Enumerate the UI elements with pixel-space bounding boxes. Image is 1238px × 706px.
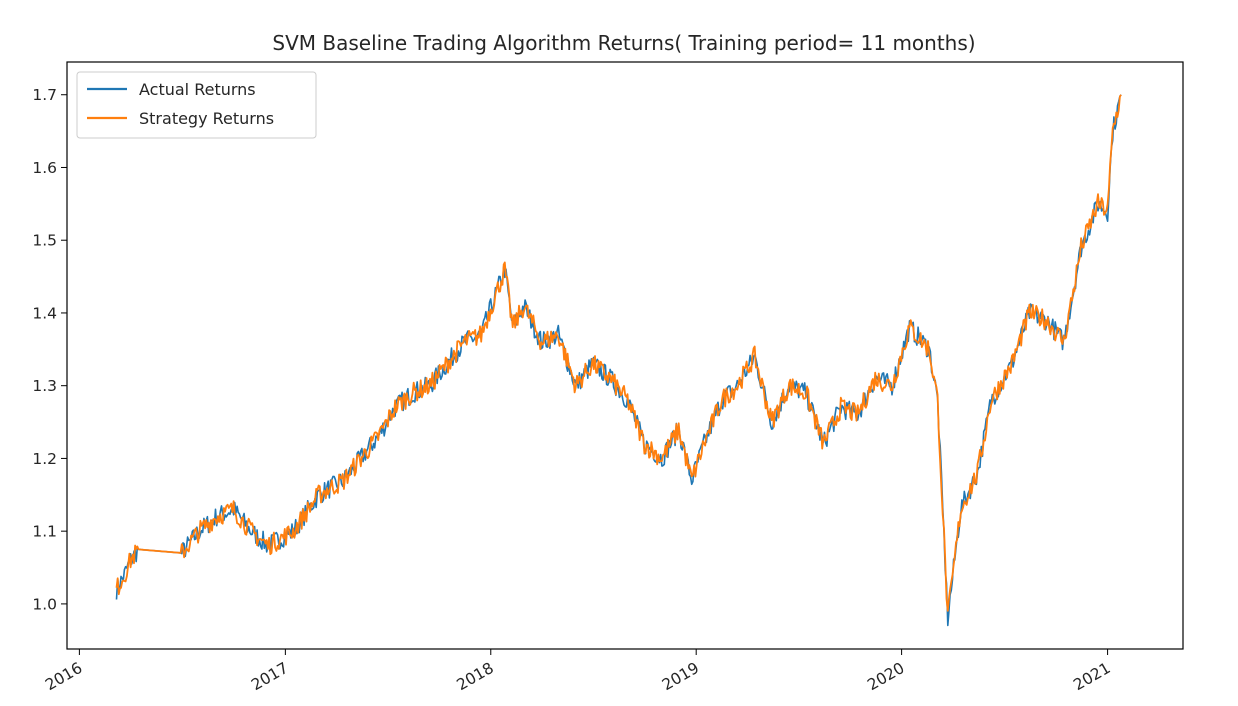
x-tick-label: 2018 <box>454 659 497 694</box>
x-tick-label: 2021 <box>1070 659 1113 694</box>
y-tick-label: 1.4 <box>32 304 57 322</box>
y-tick-label: 1.0 <box>32 595 57 613</box>
x-tick-label: 2017 <box>248 659 291 694</box>
y-tick-label: 1.6 <box>32 159 57 177</box>
legend-label-actual-returns: Actual Returns <box>139 80 256 99</box>
series-line-strategy-returns <box>115 94 1122 612</box>
y-tick-label: 1.2 <box>32 450 57 468</box>
series-layer <box>115 94 1122 627</box>
y-tick-label: 1.1 <box>32 523 57 541</box>
y-tick-label: 1.5 <box>32 232 57 250</box>
y-tick-label: 1.3 <box>32 377 57 395</box>
legend-box <box>76 71 317 139</box>
x-axis: 2016 2017 2018 2019 2020 2021 <box>42 649 1114 694</box>
legend-label-strategy-returns: Strategy Returns <box>139 109 274 128</box>
y-tick-label: 1.7 <box>32 86 57 104</box>
plot-area <box>66 61 1184 650</box>
legend: Actual Returns Strategy Returns <box>76 71 317 139</box>
chart-title: SVM Baseline Trading Algorithm Returns( … <box>272 31 975 55</box>
x-tick-label: 2016 <box>42 659 85 694</box>
x-tick-label: 2020 <box>864 659 907 694</box>
y-axis: 1.0 1.1 1.2 1.3 1.4 1.5 1.6 1.7 <box>32 86 67 613</box>
x-tick-label: 2019 <box>659 659 702 694</box>
